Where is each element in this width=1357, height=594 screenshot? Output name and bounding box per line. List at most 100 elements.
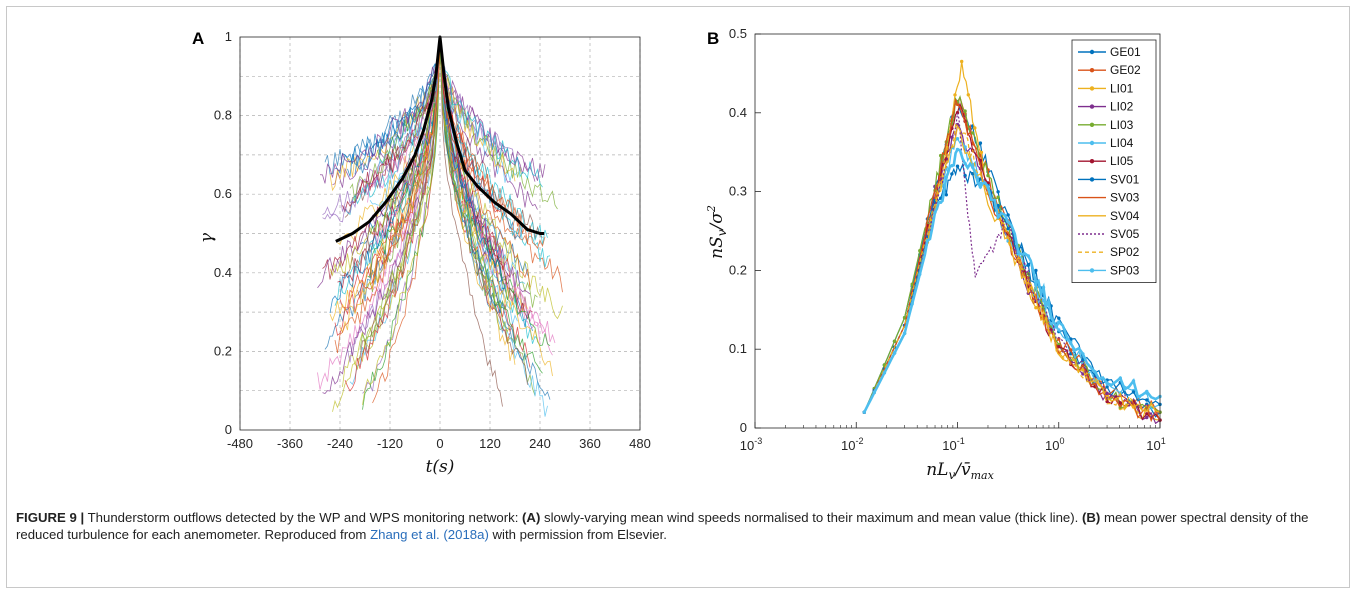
panel-b-series-marker	[978, 185, 983, 189]
panel-a-event-trace	[329, 36, 441, 277]
panel-b-legend-marker	[1089, 49, 1095, 55]
panel-b-legend-label: SV01	[1110, 172, 1140, 186]
panel-b-ytick-label: 0	[740, 420, 747, 435]
panel-b-ytick-label: 0.5	[729, 26, 747, 41]
panel-b-legend-label: LI01	[1110, 81, 1134, 95]
panel-b-ylabel: nSv/σ2	[705, 205, 729, 259]
panel-a-series	[335, 35, 545, 243]
panel-a-mean-line	[335, 35, 545, 243]
panel-b-series-marker	[1034, 268, 1038, 273]
panel-a-xtick-label: 480	[629, 436, 651, 451]
panel-b-legend-marker	[1089, 86, 1095, 91]
panel-b-series-marker	[944, 175, 948, 180]
panel-b-series-marker	[950, 164, 954, 168]
panel-a-event-trace	[439, 36, 538, 210]
figure-frame	[6, 6, 1350, 588]
caption-text-3: mean power spectral density of the reduc…	[16, 510, 1309, 542]
panel-b-series-marker	[1049, 321, 1053, 326]
panel-b-series-marker	[902, 316, 907, 320]
panel-b-series-marker	[933, 210, 937, 214]
panel-b-series-marker	[892, 351, 897, 355]
panel-b-legend-marker	[1089, 122, 1095, 128]
caption-citation-link[interactable]: Zhang et al. (2018a)	[370, 527, 489, 542]
panel-a-ytick-label: 0.4	[214, 265, 232, 280]
panel-a-event-trace	[329, 47, 441, 192]
panel-b-ytick-label: 0.1	[729, 341, 747, 356]
panel-b-xlabel: nLv/v̄max	[926, 460, 994, 482]
panel-a-event-trace	[439, 36, 553, 377]
panel-a-event-trace	[339, 38, 441, 334]
panel-a-event-trace	[439, 44, 526, 284]
panel-b-legend-label: LI03	[1110, 118, 1134, 132]
panel-b-series-marker	[1093, 370, 1097, 374]
panel-b-series-marker	[971, 172, 975, 176]
panel-b-series-marker	[882, 371, 887, 375]
panel-b-series-marker	[953, 93, 957, 97]
panel-b-series-marker	[1145, 415, 1149, 420]
panel-b-series-marker	[1145, 389, 1149, 394]
caption-text-1: Thunderstorm outflows detected by the WP…	[84, 510, 523, 525]
panel-b-ytick-label: 0.3	[729, 184, 747, 199]
panel-a-event-trace	[334, 47, 441, 354]
panel-b-legend-marker	[1089, 268, 1095, 273]
panel-b-series-marker	[971, 165, 975, 169]
panel-b-series-marker	[1041, 285, 1046, 290]
figure-graphic: A -480 -360 -240 -120 0 120 240 360 480 00.20.40…	[192, 26, 1166, 482]
panel-b-series-marker	[963, 161, 967, 166]
panel-b-legend-label: GE02	[1110, 63, 1141, 77]
panel-b-series-marker	[918, 249, 922, 253]
panel-a-x-ticks: -480 -360 -240 -120 0 120 240 360 480	[227, 436, 651, 451]
panel-b-series-marker	[1145, 398, 1149, 402]
panel-b-series-marker	[1057, 328, 1061, 332]
caption-text-2: slowly-varying mean wind speeds normalis…	[540, 510, 1082, 525]
panel-a-xtick-label: -240	[327, 436, 353, 451]
panel-a-xtick-label: 240	[529, 436, 551, 451]
panel-a-event-trace	[362, 47, 441, 405]
panel-b-legend-label: SV04	[1110, 209, 1140, 223]
panel-a-y-ticks: 0 0.2 0.4 0.6 0.8 1	[214, 29, 232, 437]
panel-b: B 10-3 10-2 10-1 100 101 0 0.1 0.2 0.3 0.4 0.5 nS…	[705, 26, 1166, 482]
panel-a-event-trace	[332, 36, 441, 412]
caption-marker-a: (A)	[522, 510, 541, 525]
panel-a-event-trace	[439, 45, 528, 385]
panel-b-legend-marker	[1089, 104, 1095, 109]
panel-b-series-marker	[996, 190, 1000, 194]
panel-b-series-marker	[1057, 316, 1061, 320]
panel-a-xtick-label: 360	[579, 436, 601, 451]
panel-a-ytick-label: 0.8	[214, 108, 232, 123]
panel-b-series-marker	[1105, 385, 1109, 389]
panel-b-series-marker	[1057, 345, 1061, 349]
panel-b-series-marker	[955, 147, 960, 152]
panel-a-xtick-label: 120	[479, 436, 501, 451]
panel-b-series-marker	[862, 410, 866, 414]
panel-b-series-marker	[892, 339, 897, 343]
panel-b-series-marker	[918, 272, 922, 276]
panel-a: A -480 -360 -240 -120 0 120 240 360 480 00.20.40…	[192, 29, 651, 477]
panel-a-ylabel: γ	[197, 232, 217, 243]
panel-b-legend-marker	[1089, 177, 1095, 182]
panel-b-series-marker	[944, 193, 948, 197]
panel-b-series-marker	[1081, 352, 1085, 356]
panel-b-series-marker	[1057, 320, 1061, 324]
panel-a-event-trace	[372, 36, 441, 245]
panel-b-series	[862, 59, 1162, 425]
panel-b-series-marker	[955, 111, 960, 115]
panel-b-series-marker	[1145, 412, 1149, 416]
panel-b-letter: B	[707, 29, 719, 48]
panel-b-ytick-label: 0.4	[729, 105, 747, 120]
panel-b-series-marker	[925, 239, 930, 243]
panel-b-xtick-label: 10-3	[740, 436, 762, 453]
panel-a-event-trace	[439, 36, 538, 344]
panel-b-series-marker	[910, 302, 914, 306]
panel-b-series-marker	[979, 150, 984, 155]
panel-a-event-trace	[349, 36, 441, 203]
panel-b-series-line	[863, 124, 1161, 415]
panel-b-series-marker	[1118, 401, 1123, 405]
panel-b-series-marker	[1034, 280, 1038, 285]
panel-b-ytick-label: 0.2	[729, 262, 747, 277]
panel-b-x-ticks: 10-3 10-2 10-1 100 101	[740, 422, 1166, 453]
panel-a-event-trace	[344, 41, 441, 392]
panel-a-xtick-label: -120	[377, 436, 403, 451]
panel-b-series-marker	[971, 131, 975, 135]
panel-b-series-marker	[910, 282, 914, 286]
